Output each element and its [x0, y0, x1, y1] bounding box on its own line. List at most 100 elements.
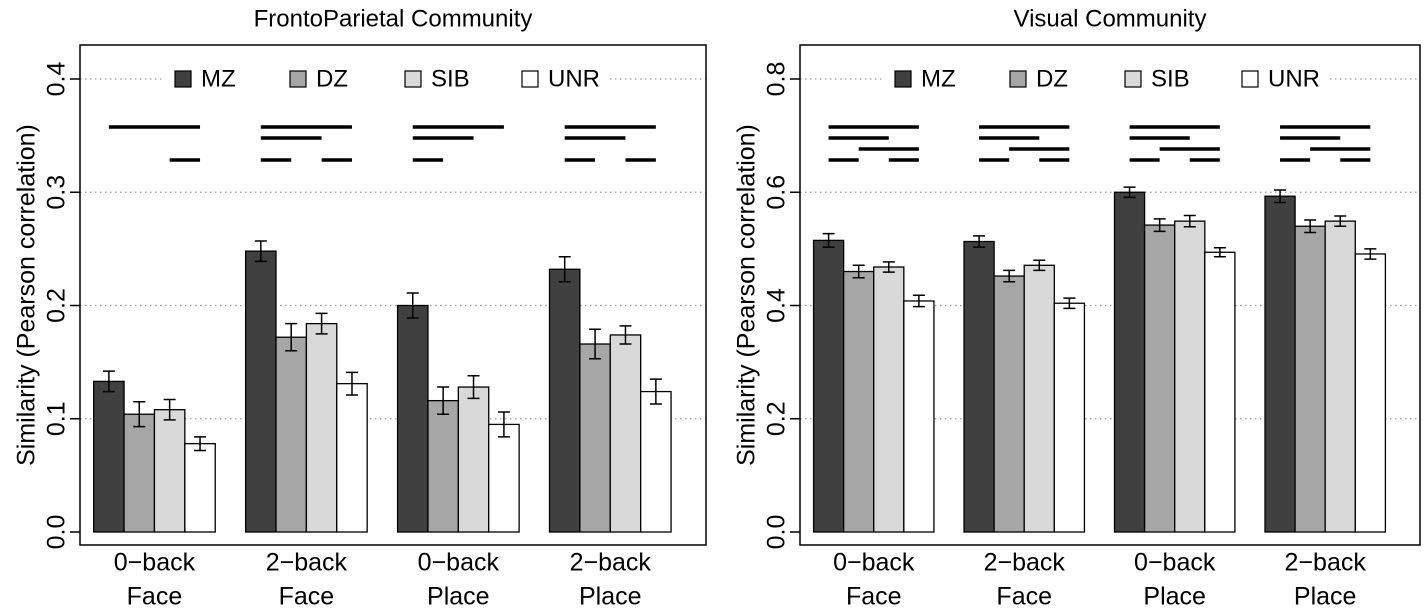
legend-swatch	[1241, 70, 1259, 88]
error-bar	[882, 261, 895, 273]
x-tick-label: Face	[279, 583, 335, 610]
x-tick-label: Face	[127, 583, 183, 610]
legend-label: DZ	[316, 65, 348, 92]
x-tick-label: 2−back	[266, 549, 348, 577]
bar	[548, 268, 581, 533]
bar	[93, 380, 125, 533]
legend-swatch	[1124, 70, 1142, 88]
bar	[336, 382, 368, 533]
y-tick-label: 0.0	[43, 515, 71, 550]
plot-frame	[79, 44, 707, 546]
y-tick-label: 0.6	[763, 175, 791, 210]
bar	[812, 239, 845, 533]
bar	[1174, 220, 1206, 533]
error-bar	[852, 264, 865, 279]
bar	[1053, 302, 1086, 533]
x-tick-label: 0−back	[114, 549, 196, 577]
y-axis-label: Similarity (Pearson correlation)	[733, 124, 761, 466]
y-tick-label: 0.0	[763, 515, 791, 550]
bar	[305, 322, 338, 533]
bar	[1023, 264, 1055, 533]
error-bar	[558, 256, 571, 283]
error-bar	[437, 386, 450, 415]
bar	[963, 240, 995, 533]
error-bar	[1364, 248, 1377, 260]
error-bar	[1213, 246, 1226, 258]
legend-label: UNR	[1268, 65, 1320, 92]
error-bar	[912, 294, 925, 308]
legend-label: SIB	[431, 65, 470, 92]
error-bar	[1063, 297, 1076, 310]
bar	[579, 343, 611, 533]
error-bar	[497, 411, 510, 438]
error-bar	[822, 232, 835, 248]
x-tick-label: 0−back	[1134, 549, 1216, 577]
bar	[1113, 191, 1146, 533]
bar	[1324, 220, 1356, 533]
bar	[1264, 195, 1296, 533]
x-tick-label: Place	[579, 583, 642, 610]
bar	[427, 399, 459, 533]
y-tick-label: 0.2	[763, 401, 791, 436]
bar	[123, 413, 156, 533]
x-tick-label: Face	[846, 583, 902, 610]
bar	[903, 300, 935, 533]
error-bar	[1003, 269, 1016, 283]
bar	[609, 334, 642, 533]
error-bar	[254, 240, 267, 263]
bar	[1354, 253, 1387, 533]
legend-swatch	[1009, 70, 1027, 88]
error-bar	[589, 328, 602, 360]
bar	[1143, 224, 1176, 533]
error-bar	[315, 312, 328, 335]
plot-frame	[799, 44, 1421, 546]
bar	[396, 304, 429, 533]
error-bar	[133, 401, 146, 428]
bar	[244, 250, 277, 533]
y-tick-label: 0.3	[43, 175, 71, 210]
legend-swatch	[404, 70, 422, 88]
error-bar	[1274, 189, 1287, 204]
bar	[873, 266, 905, 533]
error-bar	[102, 370, 115, 393]
bar	[1204, 251, 1236, 533]
x-tick-label: Place	[427, 583, 490, 610]
error-bar	[1153, 218, 1166, 233]
error-bar	[1304, 219, 1317, 234]
error-bar	[285, 322, 298, 352]
chart-title: FrontoParietal Community	[254, 5, 533, 32]
legend-swatch	[289, 70, 307, 88]
bar	[993, 275, 1025, 533]
bar	[488, 423, 520, 533]
error-bar	[619, 325, 632, 345]
error-bar	[973, 235, 986, 248]
x-tick-label: 0−back	[833, 549, 915, 577]
bar	[153, 409, 186, 533]
error-bar	[163, 398, 176, 421]
error-bar	[406, 292, 419, 319]
error-bar	[1123, 186, 1136, 199]
y-tick-label: 0.8	[763, 62, 791, 97]
chart-title: Visual Community	[1014, 5, 1207, 32]
bar	[1294, 225, 1326, 533]
x-tick-label: 2−back	[1285, 549, 1367, 577]
bar	[457, 386, 490, 533]
legend-label: DZ	[1036, 65, 1068, 92]
error-bar	[1183, 214, 1196, 228]
legend-swatch	[174, 70, 192, 88]
bar	[184, 443, 216, 533]
x-tick-label: Face	[996, 583, 1052, 610]
error-bar	[649, 378, 662, 405]
legend-label: UNR	[548, 65, 600, 92]
x-tick-label: 2−back	[570, 549, 652, 577]
y-tick-label: 0.2	[43, 288, 71, 323]
legend-label: SIB	[1151, 65, 1190, 92]
error-bar	[1334, 215, 1347, 227]
y-axis-label: Similarity (Pearson correlation)	[13, 124, 41, 466]
legend-swatch	[521, 70, 539, 88]
y-tick-label: 0.1	[43, 401, 71, 436]
x-tick-label: 0−back	[418, 549, 500, 577]
error-bar	[345, 371, 358, 396]
